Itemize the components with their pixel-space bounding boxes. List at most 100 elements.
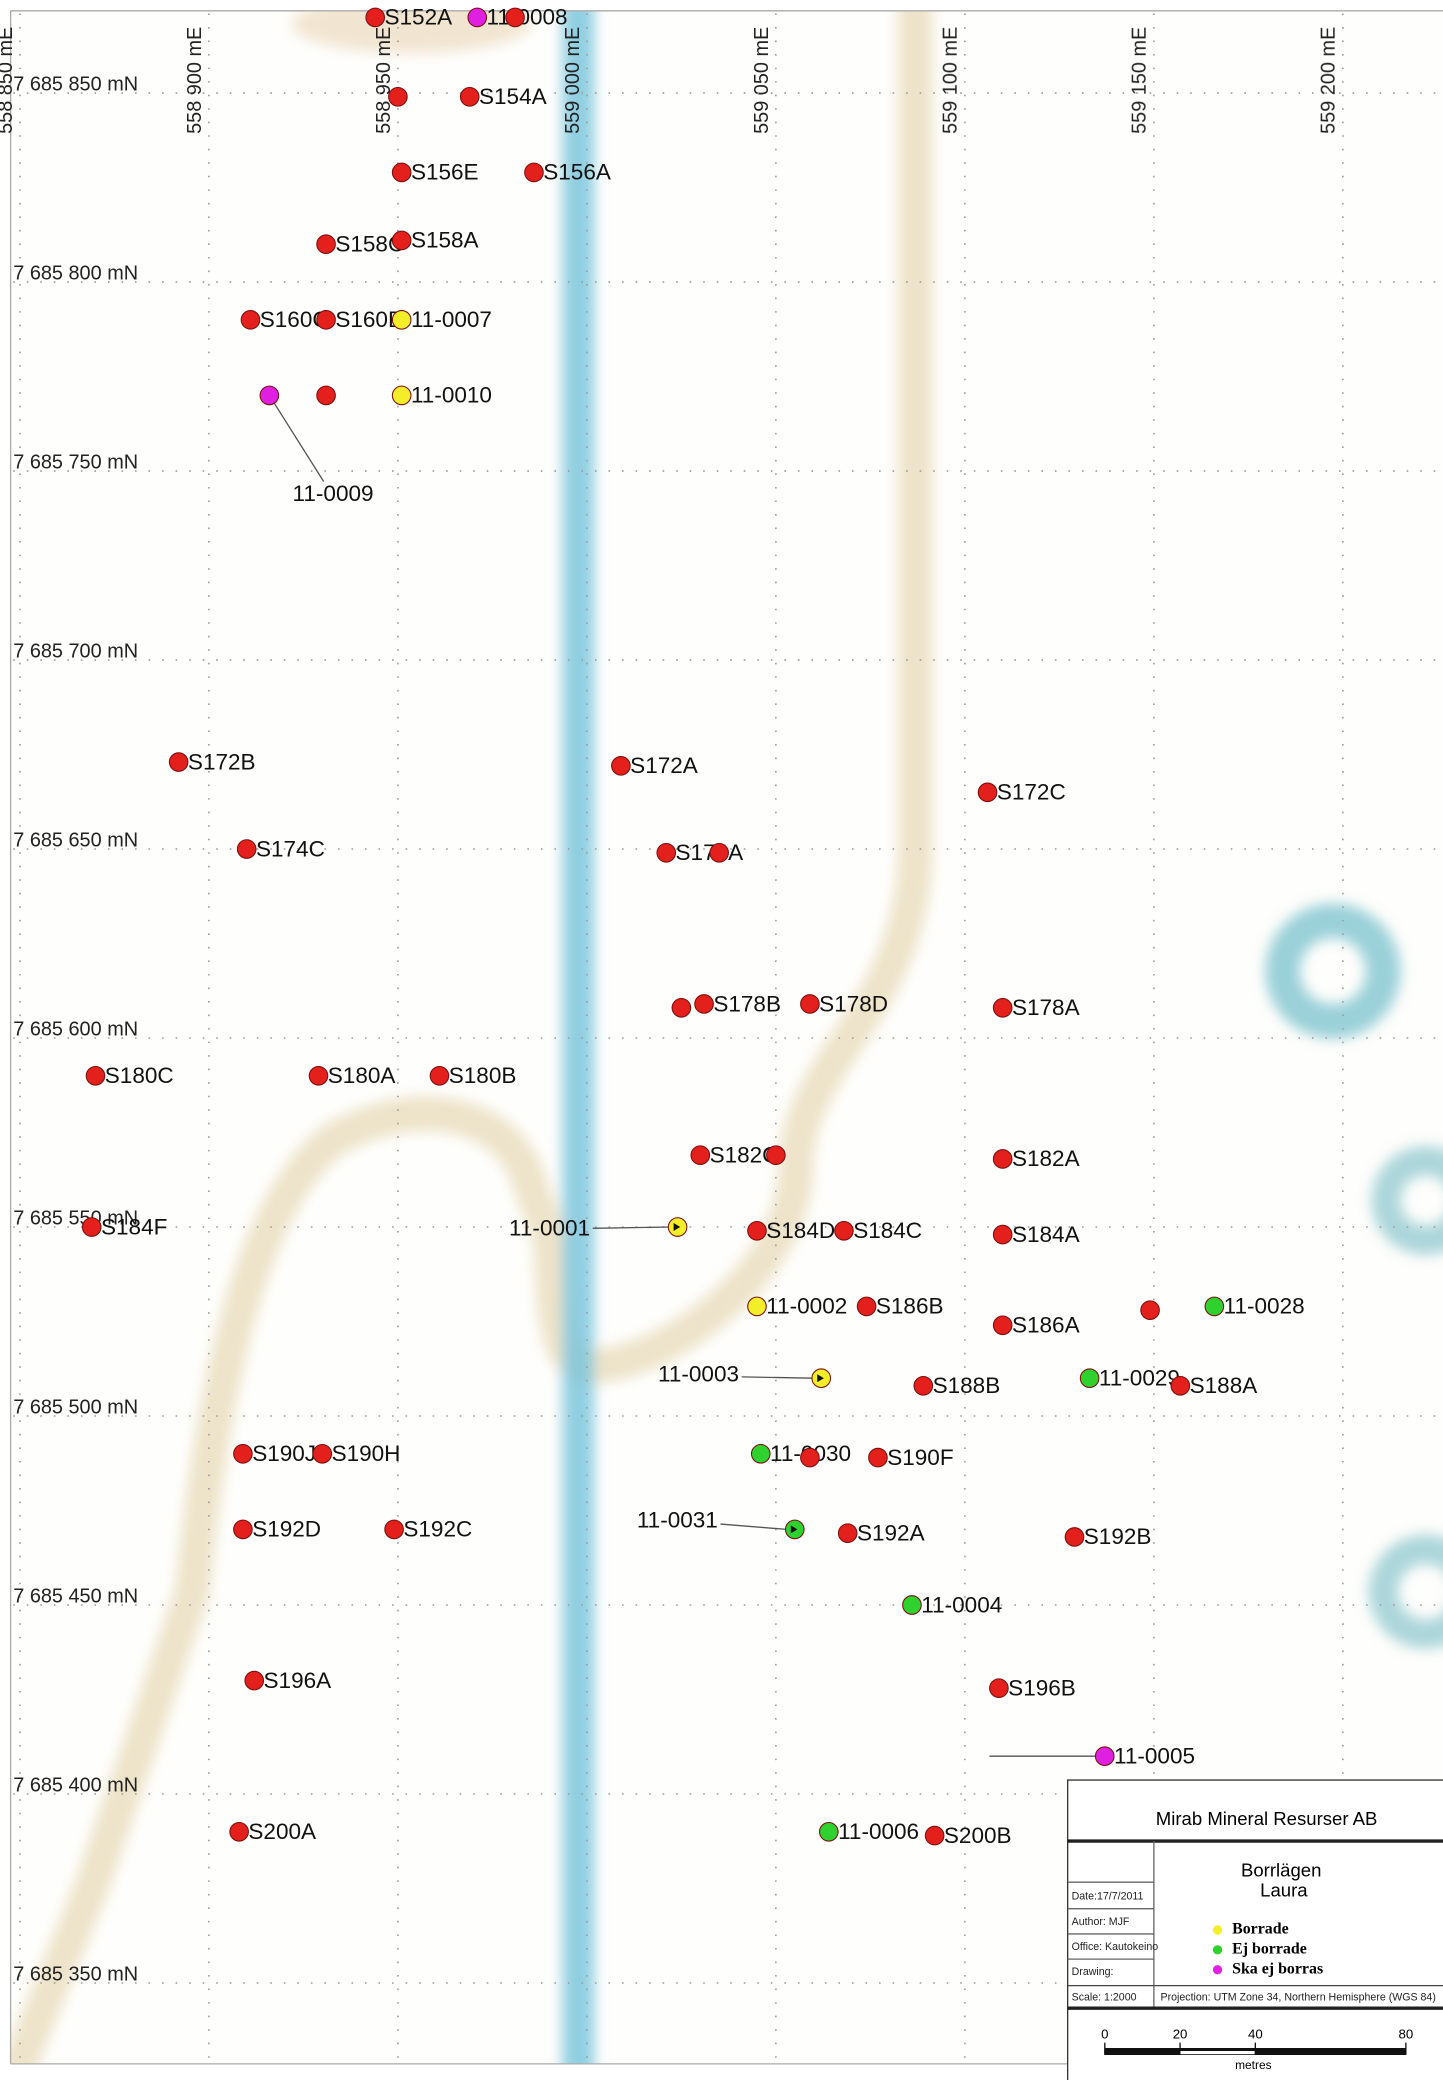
- northing-label: 7 685 400 mN: [13, 1774, 138, 1796]
- legend-label: Ej borrade: [1232, 1940, 1307, 1957]
- legend-label: Borrade: [1232, 1921, 1289, 1938]
- drill-hole: [993, 1225, 1012, 1244]
- map: 558 850 mE558 900 mE558 950 mE559 000 mE…: [0, 0, 1443, 2080]
- hole-label: S192A: [857, 1520, 925, 1545]
- drill-hole: [366, 8, 385, 27]
- drill-hole: [460, 88, 479, 107]
- scale-segment: [1105, 2051, 1180, 2055]
- drill-hole: [1095, 1747, 1114, 1766]
- drawing-subtitle: Laura: [1260, 1879, 1308, 1900]
- drill-hole: [978, 783, 997, 802]
- drill-hole: [392, 386, 411, 405]
- drill-hole: [695, 995, 714, 1014]
- drill-hole: [317, 386, 336, 405]
- drill-hole: [241, 311, 260, 330]
- drill-hole: [506, 8, 525, 27]
- drill-hole: [820, 1823, 839, 1842]
- drill-hole: [1080, 1369, 1099, 1388]
- northing-label: 7 685 450 mN: [13, 1585, 138, 1607]
- hole-label: 11-0028: [1224, 1294, 1305, 1319]
- drill-hole: [385, 1520, 404, 1539]
- drill-hole: [751, 1445, 770, 1464]
- hole-label: S158A: [411, 228, 479, 253]
- drill-hole: [1205, 1297, 1224, 1316]
- hole-label: S186A: [1012, 1313, 1080, 1338]
- hole-label: 11-0002: [766, 1294, 847, 1319]
- legend-swatch: [1213, 1925, 1222, 1934]
- drill-hole: [317, 235, 336, 254]
- drill-hole: [309, 1067, 328, 1086]
- hole-label: S174C: [256, 836, 325, 861]
- company: Mirab Mineral Resurser AB: [1156, 1808, 1378, 1829]
- drill-hole: [389, 88, 408, 107]
- drill-hole: [392, 231, 411, 250]
- title-block: Mirab Mineral Resurser AB Borrlägen Laur…: [1068, 1780, 1443, 2080]
- drill-hole: [317, 311, 336, 330]
- hole-label: 11-0008: [487, 5, 568, 30]
- drill-hole: [869, 1448, 888, 1467]
- hole-label: 11-0003: [658, 1362, 739, 1387]
- hole-label: S178D: [819, 991, 888, 1016]
- background: [11, 0, 1443, 2080]
- hole-label: 11-0029: [1099, 1365, 1180, 1390]
- drill-hole: [468, 8, 487, 27]
- hole-label: 11-0010: [411, 383, 492, 408]
- drill-hole: [313, 1445, 332, 1464]
- drill-hole: [657, 844, 676, 863]
- northing-label: 7 685 800 mN: [13, 262, 138, 284]
- hole-label: S200A: [248, 1819, 316, 1844]
- hole-label: 11-0001: [509, 1216, 590, 1241]
- hole-label: S172A: [630, 753, 698, 778]
- drill-hole: [672, 998, 691, 1017]
- hole-label: 11-0031: [637, 1507, 718, 1532]
- scale-tick-label: 0: [1101, 2027, 1108, 2042]
- hole-label: S156A: [543, 160, 611, 185]
- author: Author: MJF: [1072, 1916, 1130, 1928]
- drill-hole: [1065, 1528, 1084, 1547]
- hole-label: S190F: [887, 1445, 953, 1470]
- hole-label: S182A: [1012, 1146, 1080, 1171]
- hole-label: 11-0006: [838, 1819, 919, 1844]
- drill-hole: [990, 1679, 1009, 1698]
- drill-hole: [857, 1297, 876, 1316]
- drill-hole: [525, 163, 544, 182]
- hole-label: S184A: [1012, 1222, 1080, 1247]
- scale: Scale: 1:2000: [1072, 1991, 1137, 2003]
- hole-label: S188A: [1190, 1373, 1258, 1398]
- drill-hole: [612, 757, 631, 776]
- northing-label: 7 685 700 mN: [13, 640, 138, 662]
- northing-label: 7 685 750 mN: [13, 451, 138, 473]
- hole-label: S154A: [479, 84, 547, 109]
- drill-hole: [169, 753, 188, 772]
- northing-label: 7 685 350 mN: [13, 1963, 138, 1985]
- legend-swatch: [1213, 1965, 1222, 1974]
- easting-label: 558 950 mE: [373, 27, 395, 134]
- easting-label: 559 000 mE: [562, 27, 584, 134]
- drill-hole: [914, 1376, 933, 1395]
- northing-label: 7 685 600 mN: [13, 1018, 138, 1040]
- drill-hole: [993, 1316, 1012, 1335]
- drill-hole: [230, 1823, 249, 1842]
- legend-swatch: [1213, 1945, 1222, 1954]
- drill-hole: [903, 1596, 922, 1615]
- drill-hole: [237, 840, 256, 859]
- drill-hole: [993, 998, 1012, 1017]
- hole-label: S200B: [944, 1823, 1012, 1848]
- hole-label: S186B: [876, 1294, 944, 1319]
- easting-label: 559 100 mE: [940, 27, 962, 134]
- northing-label: 7 685 850 mN: [13, 73, 138, 95]
- date: Date:17/7/2011: [1072, 1891, 1144, 1903]
- drill-hole: [801, 1448, 820, 1467]
- hole-label: S172B: [188, 749, 256, 774]
- drill-hole: [392, 311, 411, 330]
- hole-label: S178A: [1012, 995, 1080, 1020]
- hole-label: 11-0009: [293, 481, 374, 506]
- hole-label: S180C: [105, 1063, 174, 1088]
- drill-hole: [234, 1520, 253, 1539]
- office: Office: Kautokeino: [1072, 1941, 1159, 1953]
- drill-hole: [767, 1146, 786, 1165]
- legend-label: Ska ej borras: [1232, 1960, 1323, 1977]
- northing-label: 7 685 500 mN: [13, 1396, 138, 1418]
- hole-label: S180A: [328, 1063, 396, 1088]
- drill-hole: [392, 163, 411, 182]
